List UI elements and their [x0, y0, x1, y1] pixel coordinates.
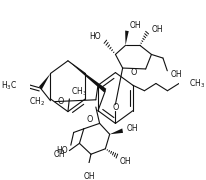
Text: CH$_3$: CH$_3$ [189, 77, 205, 90]
Text: O: O [58, 97, 64, 106]
Text: CH$_2$: CH$_2$ [29, 95, 46, 108]
Text: OH: OH [130, 21, 142, 30]
Polygon shape [39, 73, 50, 89]
Text: OH: OH [151, 24, 163, 33]
Text: OH: OH [170, 70, 182, 79]
Polygon shape [110, 128, 123, 134]
Text: O: O [86, 115, 93, 124]
Polygon shape [125, 31, 129, 45]
Text: HO: HO [56, 146, 68, 155]
Text: H$_3$C: H$_3$C [1, 80, 17, 93]
Text: O: O [130, 68, 137, 77]
Text: OH: OH [53, 150, 65, 159]
Text: OH: OH [120, 157, 131, 166]
Text: CH$_3$: CH$_3$ [71, 85, 87, 98]
Text: OH: OH [84, 172, 95, 180]
Text: HO: HO [89, 32, 101, 41]
Polygon shape [68, 61, 106, 93]
Text: O: O [112, 103, 119, 112]
Text: OH: OH [127, 124, 139, 133]
